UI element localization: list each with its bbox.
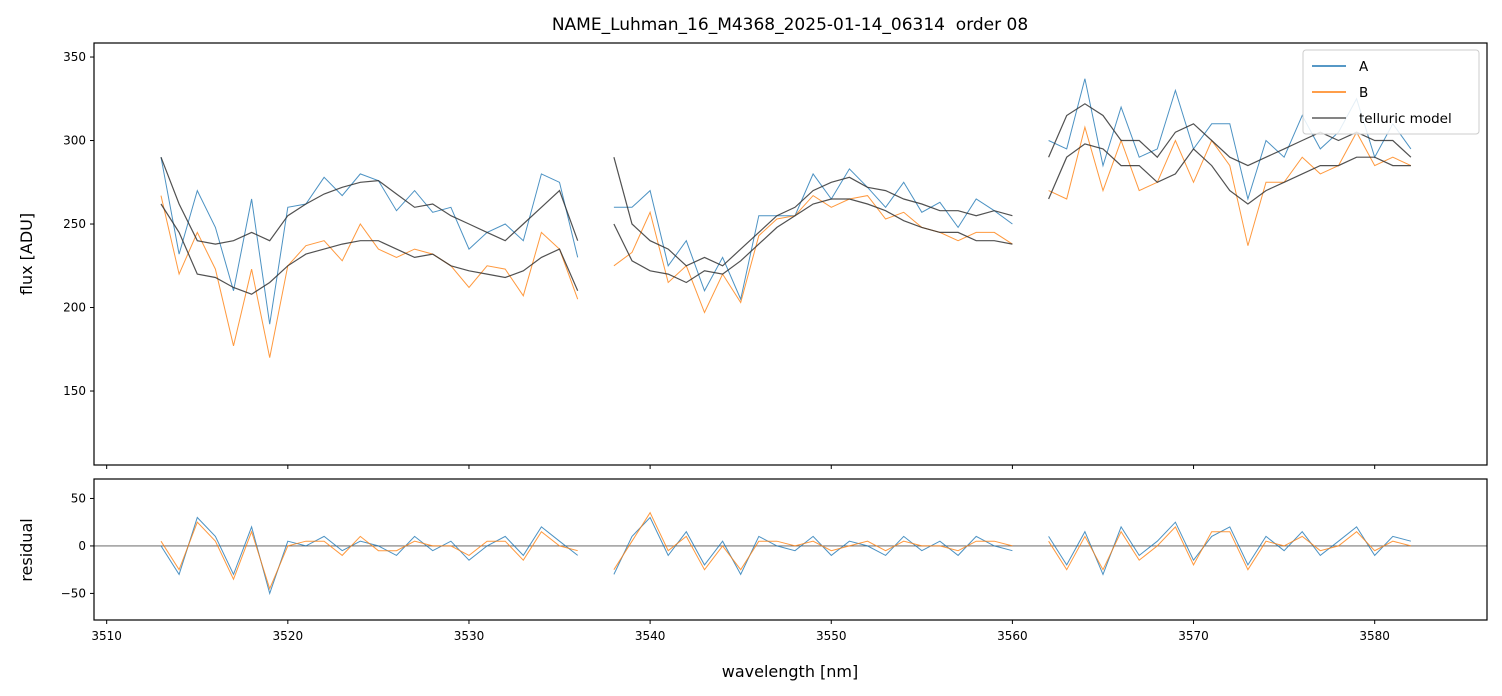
legend: A B telluric model xyxy=(1302,49,1480,135)
x-tick-label: 3530 xyxy=(454,629,485,643)
series-b-flux xyxy=(1048,125,1412,246)
series-a-residual xyxy=(160,516,579,596)
series-a-flux xyxy=(160,157,579,325)
flux-panel-plot xyxy=(160,78,1412,358)
y-tick-label: 350 xyxy=(63,50,86,64)
series-a-residual xyxy=(1048,521,1412,576)
x-tick-label: 3570 xyxy=(1178,629,1209,643)
telluric-model-b xyxy=(613,198,1013,284)
x-tick-label: 3520 xyxy=(273,629,304,643)
telluric-model-a xyxy=(1048,103,1412,167)
y-tick-label: 0 xyxy=(78,539,86,553)
legend-box xyxy=(1302,49,1480,135)
telluric-model-a xyxy=(613,157,1013,267)
flux-axes-frame xyxy=(93,42,1488,466)
y-tick-label: 250 xyxy=(63,217,86,231)
series-b-flux xyxy=(160,195,579,358)
x-axis-label: wavelength [nm] xyxy=(722,662,859,681)
x-tick-label: 3510 xyxy=(91,629,122,643)
y-tick-label: 200 xyxy=(63,301,86,315)
y-tick-label: 300 xyxy=(63,134,86,148)
chart-title: NAME_Luhman_16_M4368_2025-01-14_06314 or… xyxy=(552,15,1028,35)
series-a-residual xyxy=(613,516,1013,576)
telluric-model-b xyxy=(160,203,579,295)
legend-label-a: A xyxy=(1359,59,1369,75)
residual-ylabel: residual xyxy=(17,518,36,581)
series-b-flux xyxy=(613,194,1013,314)
flux-ylabel: flux [ADU] xyxy=(17,213,36,295)
legend-label-model: telluric model xyxy=(1359,111,1452,127)
telluric-model-a xyxy=(160,156,579,245)
series-b-residual xyxy=(613,511,1013,571)
x-tick-label: 3550 xyxy=(816,629,847,643)
y-tick-label: 50 xyxy=(71,491,86,505)
y-tick-label: 150 xyxy=(63,384,86,398)
x-tick-label: 3540 xyxy=(635,629,666,643)
residual-panel-plot xyxy=(94,511,1487,596)
x-tick-label: 3580 xyxy=(1359,629,1390,643)
series-b-residual xyxy=(1048,526,1412,571)
telluric-model-b xyxy=(1048,143,1411,205)
series-b-residual xyxy=(160,521,578,591)
y-tick-label: −50 xyxy=(61,586,86,600)
series-a-flux xyxy=(613,168,1013,301)
residual-axes-frame xyxy=(93,478,1488,621)
legend-label-b: B xyxy=(1359,85,1368,101)
x-tick-label: 3560 xyxy=(997,629,1028,643)
